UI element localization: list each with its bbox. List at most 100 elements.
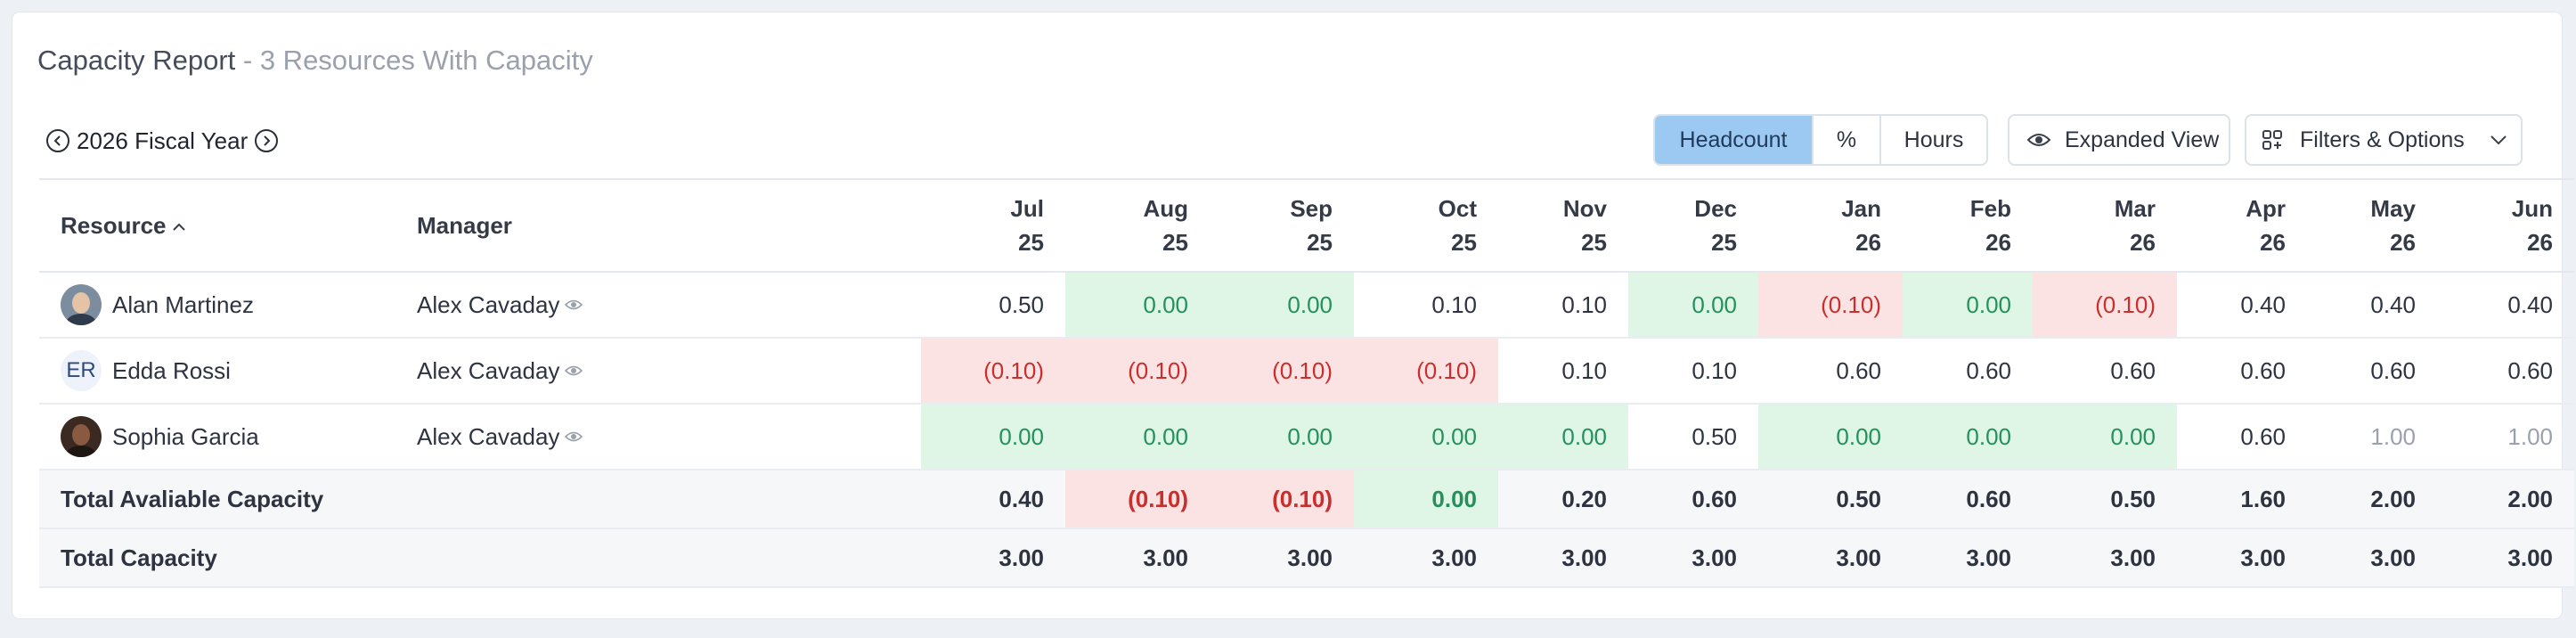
month-header: Dec 25 (1628, 178, 1758, 273)
capacity-value-cell: 3.00 (1210, 528, 1354, 588)
capacity-value-cell: 0.40 (921, 470, 1065, 529)
resource-name: Alan Martinez (112, 290, 254, 318)
capacity-value-cell: 3.00 (1758, 528, 1903, 588)
filter-grid-icon (2262, 130, 2282, 150)
capacity-value-cell: 0.00 (2033, 404, 2177, 470)
capacity-table: Resource Manager Jul 25 Aug 25 Sep 25 Oct 25… (39, 178, 2574, 588)
capacity-value-cell: 3.00 (921, 528, 1065, 588)
capacity-value-cell: (0.10) (1065, 338, 1210, 405)
capacity-value-cell: 3.00 (2033, 528, 2177, 588)
month-header: Sep 25 (1210, 178, 1354, 273)
capacity-value-cell: 3.00 (1903, 528, 2033, 588)
capacity-value-cell: 0.20 (1498, 470, 1628, 529)
total-available-label: Total Avaliable Capacity (39, 470, 921, 529)
capacity-value-cell: (0.10) (1354, 338, 1498, 405)
report-subtitle: - 3 Resources With Capacity (235, 45, 593, 76)
eye-icon[interactable] (565, 364, 583, 377)
resource-cell[interactable]: ER Edda Rossi (39, 338, 395, 405)
table-header-row: Resource Manager Jul 25 Aug 25 Sep 25 Oct 25… (39, 178, 2574, 273)
capacity-value-cell: 0.40 (2437, 272, 2574, 339)
capacity-value-cell: 0.00 (921, 404, 1065, 470)
unit-hours-button[interactable]: Hours (1879, 116, 1986, 164)
total-row: Total Capacity 3.00 3.00 3.00 3.00 3.00 3.00 3… (39, 528, 2574, 588)
capacity-value-cell: (0.10) (1065, 470, 1210, 529)
capacity-value-cell: 3.00 (2177, 528, 2307, 588)
avatar-initials: ER (61, 350, 102, 391)
month-header: Apr 26 (2177, 178, 2307, 273)
avatar (61, 284, 102, 325)
capacity-value-cell: 0.40 (2177, 272, 2307, 339)
resource-cell[interactable]: Alan Martinez (39, 272, 395, 339)
capacity-value-cell: 2.00 (2437, 470, 2574, 529)
capacity-value-cell: 3.00 (1498, 528, 1628, 588)
capacity-value-cell: 0.00 (1065, 404, 1210, 470)
resource-cell[interactable]: Sophia Garcia (39, 404, 395, 470)
capacity-value-cell: 0.60 (1758, 338, 1903, 405)
manager-name: Alex Cavaday (417, 422, 560, 450)
capacity-value-cell: (0.10) (921, 338, 1065, 405)
month-header: Jul 25 (921, 178, 1065, 273)
capacity-value-cell: 0.60 (2437, 338, 2574, 405)
capacity-value-cell: 0.50 (2033, 470, 2177, 529)
table-row[interactable]: Alan Martinez Alex Cavaday 0.50 0.00 0.00 0… (39, 272, 2574, 339)
capacity-value-cell: (0.10) (1210, 470, 1354, 529)
month-header: Aug 25 (1065, 178, 1210, 273)
manager-name: Alex Cavaday (417, 290, 560, 318)
capacity-value-cell: 0.10 (1628, 338, 1758, 405)
eye-icon[interactable] (565, 299, 583, 311)
capacity-value-cell: 3.00 (1628, 528, 1758, 588)
capacity-value-cell: 0.60 (1903, 470, 2033, 529)
eye-icon[interactable] (565, 430, 583, 443)
resource-name: Sophia Garcia (112, 422, 259, 450)
capacity-value-cell: 0.10 (1354, 272, 1498, 339)
expanded-view-button[interactable]: Expanded View (2008, 114, 2230, 166)
month-header: May 26 (2307, 178, 2437, 273)
page-title: Capacity Report - 3 Resources With Capac… (37, 45, 593, 77)
prev-year-icon[interactable] (46, 129, 69, 152)
table-row[interactable]: ER Edda Rossi Alex Cavaday (0.10) (0.10)(… (39, 338, 2574, 405)
capacity-value-cell: 0.00 (1354, 404, 1498, 470)
capacity-value-cell: 0.60 (1903, 338, 2033, 405)
capacity-value-cell: 0.60 (2307, 338, 2437, 405)
expanded-view-label: Expanded View (2065, 127, 2220, 152)
capacity-value-cell: 0.60 (2177, 404, 2307, 470)
capacity-value-cell: 1.00 (2437, 404, 2574, 470)
capacity-value-cell: 0.60 (1628, 470, 1758, 529)
manager-column-header[interactable]: Manager (395, 178, 921, 273)
manager-cell: Alex Cavaday (395, 404, 921, 470)
capacity-value-cell: (0.10) (1758, 272, 1903, 339)
capacity-value-cell: 0.40 (2307, 272, 2437, 339)
unit-headcount-button[interactable]: Headcount (1655, 116, 1812, 164)
unit-toggle: Headcount % Hours (1653, 114, 1988, 166)
capacity-value-cell: 3.00 (2307, 528, 2437, 588)
capacity-value-cell: 0.00 (1065, 272, 1210, 339)
table-row[interactable]: Sophia Garcia Alex Cavaday 0.00 0.00 0.00 0… (39, 404, 2574, 470)
next-year-icon[interactable] (255, 129, 279, 152)
month-header: Jan 26 (1758, 178, 1903, 273)
month-header: Mar 26 (2033, 178, 2177, 273)
capacity-value-cell: (0.10) (1210, 338, 1354, 405)
capacity-value-cell: 1.60 (2177, 470, 2307, 529)
capacity-value-cell: 0.00 (1903, 404, 2033, 470)
filters-label: Filters & Options (2300, 127, 2465, 152)
capacity-value-cell: 0.50 (1758, 470, 1903, 529)
manager-name: Alex Cavaday (417, 356, 560, 384)
capacity-value-cell: 2.00 (2307, 470, 2437, 529)
capacity-value-cell: 0.00 (1210, 272, 1354, 339)
fiscal-year-nav: 2026 Fiscal Year (46, 125, 279, 157)
capacity-value-cell: 1.00 (2307, 404, 2437, 470)
unit-percent-button[interactable]: % (1812, 116, 1879, 164)
capacity-value-cell: 3.00 (1354, 528, 1498, 588)
manager-cell: Alex Cavaday (395, 272, 921, 339)
capacity-value-cell: 3.00 (2437, 528, 2574, 588)
eye-icon (2027, 134, 2050, 146)
total-row: Total Avaliable Capacity 0.40 (0.10) (0.10… (39, 470, 2574, 529)
capacity-value-cell: 0.00 (1498, 404, 1628, 470)
capacity-value-cell: 0.00 (1628, 272, 1758, 339)
resource-column-header[interactable]: Resource (39, 178, 395, 273)
capacity-value-cell: 0.50 (921, 272, 1065, 339)
capacity-value-cell: 3.00 (1065, 528, 1210, 588)
filters-options-button[interactable]: Filters & Options (2245, 114, 2523, 166)
resource-name: Edda Rossi (112, 356, 231, 384)
capacity-value-cell: 0.00 (1354, 470, 1498, 529)
